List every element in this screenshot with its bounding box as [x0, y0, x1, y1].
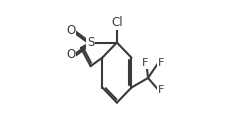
Text: Cl: Cl: [111, 16, 122, 29]
Text: S: S: [87, 36, 94, 49]
Text: F: F: [157, 58, 164, 68]
Text: F: F: [157, 85, 164, 95]
Text: O: O: [66, 24, 75, 37]
Text: F: F: [141, 58, 147, 68]
Text: O: O: [66, 48, 75, 61]
